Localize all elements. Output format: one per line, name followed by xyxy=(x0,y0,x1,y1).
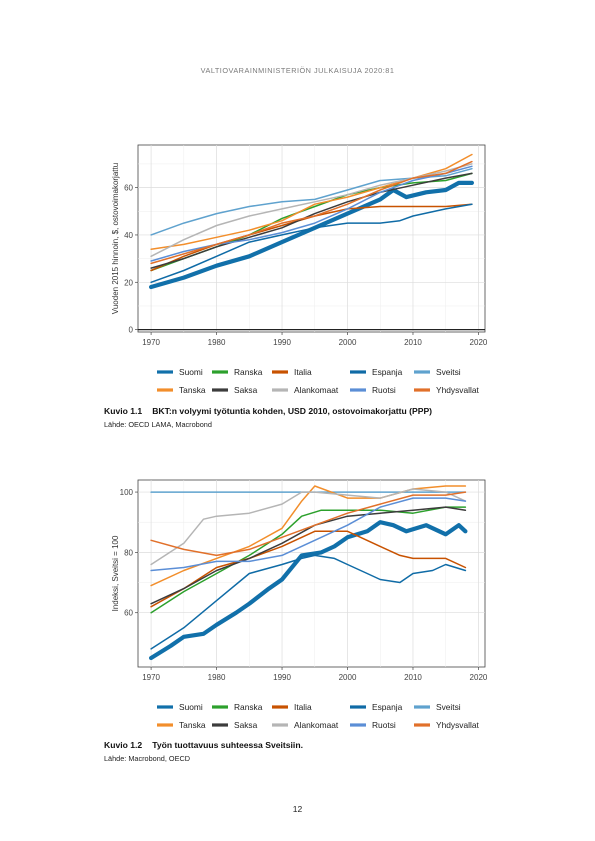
x-tick-label: 1990 xyxy=(273,673,291,682)
series-line-ranska xyxy=(150,506,467,614)
x-tick-label: 2000 xyxy=(339,673,357,682)
legend-label-alankomaat: Alankomaat xyxy=(294,720,339,730)
page-number: 12 xyxy=(292,804,303,814)
series-line-suomi xyxy=(149,520,468,661)
legend-label-tanska: Tanska xyxy=(179,720,206,730)
legend-label-suomi: Suomi xyxy=(179,702,203,712)
y-axis-label: Vuoden 2015 hinnoin, $, ostovoimakorjatt… xyxy=(111,163,120,314)
figure1-source: Lähde: OECD LAMA, Macrobond xyxy=(104,420,212,429)
legend-label-ruotsi: Ruotsi xyxy=(372,720,396,730)
x-tick-label: 2020 xyxy=(470,338,488,347)
series-line-yhdysvallat xyxy=(150,491,467,557)
series-line-espanja xyxy=(150,554,467,650)
series-line-alankomaat xyxy=(150,163,473,258)
series-line-alankomaat xyxy=(150,488,467,566)
y-axis-label: Indeksi, Sveitsi = 100 xyxy=(111,535,120,611)
legend-label-alankomaat: Alankomaat xyxy=(294,385,339,395)
legend-label-saksa: Saksa xyxy=(234,720,258,730)
legend-label-sveitsi: Sveitsi xyxy=(436,702,461,712)
legend-label-italia: Italia xyxy=(294,702,312,712)
x-tick-label: 2000 xyxy=(339,338,357,347)
x-tick-label: 1970 xyxy=(142,673,160,682)
legend-label-ranska: Ranska xyxy=(234,702,263,712)
figure1-caption: Kuvio 1.1 BKT:n volyymi työtuntia kohden,… xyxy=(104,406,432,416)
series-line-ruotsi xyxy=(150,497,467,572)
series-line-suomi xyxy=(149,180,474,290)
series-line-sveitsi xyxy=(150,167,473,236)
x-tick-label: 1980 xyxy=(208,338,226,347)
chart-productivity-index: 1970 1980 1990 2000 2010 2020 60 80 100 Indeksi, … xyxy=(111,479,488,730)
legend-label-tanska: Tanska xyxy=(179,385,206,395)
x-tick-label: 1970 xyxy=(142,338,160,347)
figure1-title: BKT:n volyymi työtuntia kohden, USD 2010… xyxy=(152,406,433,416)
figure2-number: Kuvio 1.2 xyxy=(104,740,143,750)
legend-label-yhdysvallat: Yhdysvallat xyxy=(436,385,480,395)
legend-label-italia: Italia xyxy=(294,367,312,377)
legend-label-ruotsi: Ruotsi xyxy=(372,385,396,395)
legend-label-sveitsi: Sveitsi xyxy=(436,367,461,377)
x-tick-label: 2010 xyxy=(404,673,422,682)
legend-label-yhdysvallat: Yhdysvallat xyxy=(436,720,480,730)
series-line-tanska xyxy=(150,485,467,587)
y-tick-label: 100 xyxy=(120,488,134,497)
legend-label-espanja: Espanja xyxy=(372,367,403,377)
y-tick-label: 20 xyxy=(124,278,133,287)
x-tick-label: 1980 xyxy=(208,673,226,682)
series-line-espanja xyxy=(150,203,473,284)
legend-label-saksa: Saksa xyxy=(234,385,258,395)
y-tick-label: 0 xyxy=(129,326,134,335)
figure2-caption: Kuvio 1.2 Työn tuottavuus suhteessa Sveit… xyxy=(104,740,303,750)
y-tick-label: 80 xyxy=(124,548,133,557)
legend-label-suomi: Suomi xyxy=(179,367,203,377)
series-line-italia xyxy=(150,530,467,608)
series-line-yhdysvallat xyxy=(150,160,473,265)
x-tick-label: 2010 xyxy=(404,338,422,347)
figure1-number: Kuvio 1.1 xyxy=(104,406,143,416)
running-header: VALTIOVARAINMINISTERIÖN JULKAISUJA 2020:… xyxy=(200,66,395,75)
legend-label-ranska: Ranska xyxy=(234,367,263,377)
y-tick-label: 60 xyxy=(124,184,133,193)
y-tick-label: 60 xyxy=(124,609,133,618)
figure2-source: Lähde: Macrobond, OECD xyxy=(104,754,190,763)
series-line-saksa xyxy=(150,172,473,269)
x-tick-label: 1990 xyxy=(273,338,291,347)
series-line-ruotsi xyxy=(150,165,473,262)
legend-label-espanja: Espanja xyxy=(372,702,403,712)
y-tick-label: 40 xyxy=(124,231,133,240)
figure2-title: Työn tuottavuus suhteessa Sveitsiin. xyxy=(152,740,303,750)
x-tick-label: 2020 xyxy=(470,673,488,682)
chart-gdp-per-hour: 1970 1980 1990 2000 2010 2020 0 20 40 60 Vuoden 20… xyxy=(111,144,488,395)
